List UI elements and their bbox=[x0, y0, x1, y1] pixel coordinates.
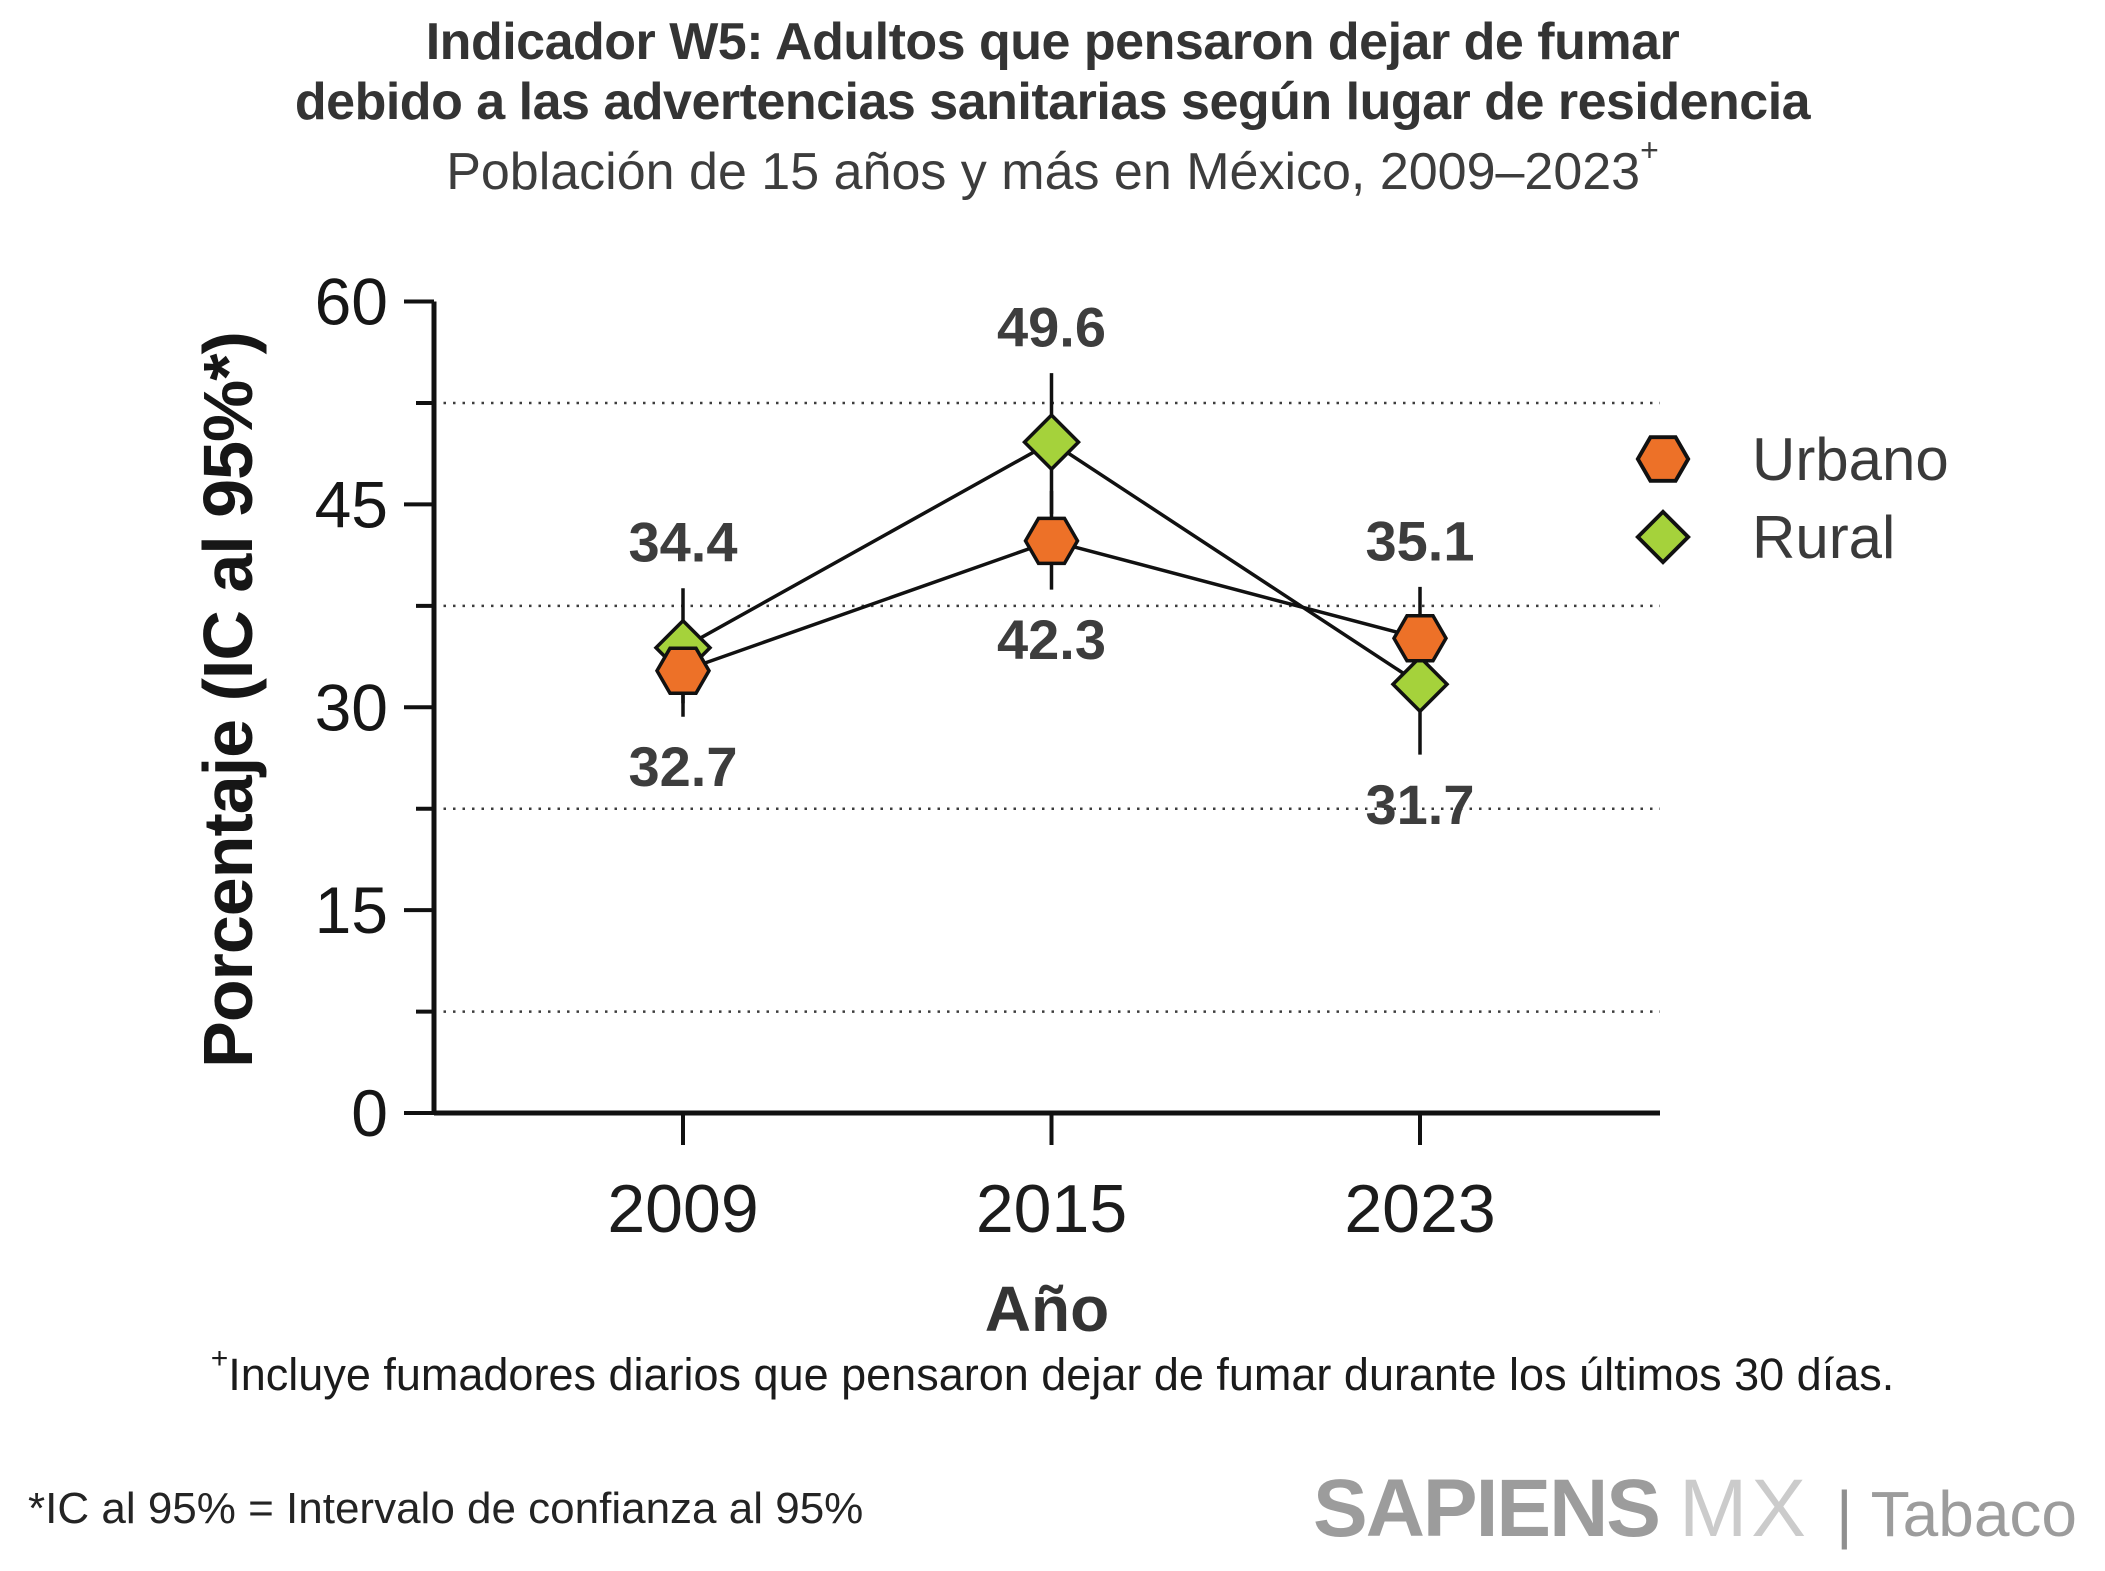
footnote-plus: +Incluye fumadores diarios que pensaron … bbox=[0, 1342, 2105, 1401]
data-label-urbano-2023: 35.1 bbox=[1366, 509, 1475, 572]
marker-urbano-2023 bbox=[1391, 614, 1449, 663]
subtitle-text: Población de 15 años y más en México, 20… bbox=[446, 143, 1641, 201]
y-tick-label-60: 60 bbox=[315, 265, 388, 339]
urbano-hexagon-icon bbox=[1635, 435, 1691, 483]
y-tick-label-0: 0 bbox=[351, 1076, 388, 1150]
data-label-rural-2023: 31.7 bbox=[1366, 773, 1475, 836]
y-axis-title: Porcentaje (IC al 95%*) bbox=[189, 332, 267, 1068]
legend-item-urbano: Urbano bbox=[1632, 420, 1949, 498]
rural-diamond-icon bbox=[1635, 509, 1691, 565]
legend-label-rural: Rural bbox=[1752, 503, 1896, 571]
data-label-urbano-2015: 42.3 bbox=[997, 608, 1106, 671]
marker-rural-2023 bbox=[1390, 654, 1450, 714]
x-tick-label-2015: 2015 bbox=[976, 1171, 1127, 1247]
title-line-1: Indicador W5: Adultos que pensaron dejar… bbox=[425, 13, 1680, 71]
y-tick-label-15: 15 bbox=[315, 873, 388, 947]
page-title: Indicador W5: Adultos que pensaron dejar… bbox=[0, 12, 2105, 132]
marker-urbano-2015 bbox=[1023, 516, 1080, 566]
y-tick-label-45: 45 bbox=[315, 467, 388, 541]
x-tick-label-2023: 2023 bbox=[1344, 1171, 1495, 1247]
marker-rural-2015 bbox=[1022, 412, 1081, 472]
data-label-rural-2009: 34.4 bbox=[629, 511, 738, 574]
data-label-rural-2015: 49.6 bbox=[997, 296, 1106, 359]
legend-label-urbano: Urbano bbox=[1752, 425, 1949, 493]
data-label-urbano-2009: 32.7 bbox=[629, 735, 738, 798]
page-subtitle: Población de 15 años y más en México, 20… bbox=[0, 132, 2105, 202]
marker-urbano-2009 bbox=[654, 646, 712, 695]
logo-separator: | bbox=[1836, 1478, 1853, 1550]
logo-brand: SAPIENS bbox=[1313, 1463, 1661, 1554]
subtitle-superscript: + bbox=[1640, 132, 1659, 168]
title-line-2: debido a las advertencias sanitarias seg… bbox=[294, 73, 1811, 131]
x-axis-title: Año bbox=[984, 1273, 1110, 1345]
x-tick-label-2009: 2009 bbox=[607, 1171, 758, 1247]
footnote-plus-superscript: + bbox=[210, 1342, 229, 1375]
sapiens-mx-logo: SAPIENS MX | Tabaco bbox=[1313, 1462, 2077, 1556]
logo-product: Tabaco bbox=[1870, 1478, 2077, 1550]
legend: Urbano Rural bbox=[1632, 420, 1949, 576]
footnote-ci: *IC al 95% = Intervalo de confianza al 9… bbox=[28, 1484, 864, 1533]
y-tick-label-30: 30 bbox=[315, 670, 388, 744]
legend-item-rural: Rural bbox=[1632, 498, 1949, 576]
footnote-plus-text: Incluye fumadores diarios que pensaron d… bbox=[228, 1349, 1895, 1400]
logo-region: MX bbox=[1679, 1463, 1810, 1554]
